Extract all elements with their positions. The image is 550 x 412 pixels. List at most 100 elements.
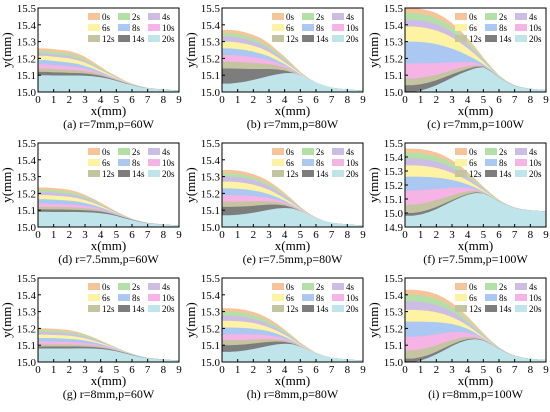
legend-label-0s: 0s bbox=[469, 147, 478, 157]
legend-label-2s: 2s bbox=[316, 147, 325, 157]
y-tick-label: 15.1 bbox=[201, 205, 220, 217]
legend-swatch-6s bbox=[272, 294, 284, 301]
legend-label-8s: 8s bbox=[316, 23, 325, 33]
legend-label-10s: 10s bbox=[162, 158, 175, 168]
legend-label-12s: 12s bbox=[286, 34, 299, 44]
legend-swatch-20s bbox=[332, 305, 344, 312]
legend-swatch-4s bbox=[332, 148, 344, 155]
y-tick-label: 14.9 bbox=[384, 222, 404, 234]
x-tick-label: 2 bbox=[67, 364, 73, 376]
legend-label-2s: 2s bbox=[132, 282, 141, 292]
plot-frame bbox=[37, 277, 180, 363]
x-tick-label: 3 bbox=[82, 364, 88, 376]
chart-panel-g: 0 1 2 3 4 5 6 7 8 9 15.0 15.1 15.2 15.3 15.4 15.5 y(mm) x… bbox=[0, 273, 182, 401]
legend-swatch-2s bbox=[118, 283, 130, 290]
legend-label-20s: 20s bbox=[346, 304, 359, 314]
legend-label-20s: 20s bbox=[346, 169, 359, 179]
legend-label-0s: 0s bbox=[102, 282, 111, 292]
y-axis-label: y(mm) bbox=[366, 32, 381, 67]
legend-swatch-0s bbox=[455, 283, 467, 290]
chart-panel-a: 0 1 2 3 4 5 6 7 8 9 15.0 15.1 15.2 15.3 15.4 15.5 y(mm) x… bbox=[0, 3, 182, 131]
y-tick-label: 15.2 bbox=[384, 53, 403, 65]
x-tick-label: 1 bbox=[418, 229, 424, 241]
legend-swatch-8s bbox=[485, 24, 497, 31]
legend-label-8s: 8s bbox=[132, 23, 141, 33]
plot-frame bbox=[37, 7, 180, 93]
legend-swatch-12s bbox=[88, 170, 100, 177]
x-tick-label: 0 bbox=[219, 364, 225, 376]
legend-swatch-10s bbox=[515, 294, 527, 301]
legend-label-8s: 8s bbox=[316, 293, 325, 303]
legend-label-10s: 10s bbox=[529, 23, 542, 33]
x-tick-label: 3 bbox=[266, 94, 272, 106]
legend-label-6s: 6s bbox=[102, 293, 111, 303]
x-tick-label: 9 bbox=[360, 94, 366, 106]
y-tick-label: 15.4 bbox=[17, 290, 37, 302]
legend-swatch-20s bbox=[148, 170, 160, 177]
x-tick-label: 9 bbox=[176, 94, 182, 106]
area-layers bbox=[222, 169, 363, 227]
x-tick-label: 4 bbox=[465, 229, 471, 241]
legend-label-4s: 4s bbox=[162, 12, 171, 22]
x-tick-label: 2 bbox=[67, 94, 73, 106]
legend-label-0s: 0s bbox=[469, 282, 478, 292]
x-tick-label: 7 bbox=[145, 94, 151, 106]
legend-swatch-6s bbox=[272, 159, 284, 166]
legend-swatch-8s bbox=[485, 159, 497, 166]
area-layers bbox=[38, 48, 179, 92]
legend-swatch-8s bbox=[118, 294, 130, 301]
x-tick-label: 5 bbox=[481, 229, 487, 241]
chart-panel-e: 0 1 2 3 4 5 6 7 8 9 15.0 15.1 15.2 15.3 15.4 15.5 y(mm) x… bbox=[183, 138, 366, 266]
legend-label-10s: 10s bbox=[529, 158, 542, 168]
x-tick-label: 3 bbox=[449, 94, 455, 106]
panel-caption: (f) r=7.5mm,p=100W bbox=[423, 252, 528, 266]
legend-swatch-2s bbox=[302, 283, 314, 290]
legend-label-8s: 8s bbox=[499, 158, 508, 168]
legend-label-20s: 20s bbox=[162, 169, 175, 179]
plot-frame bbox=[37, 142, 180, 228]
x-axis-label: x(mm) bbox=[458, 238, 493, 253]
x-tick-label: 2 bbox=[251, 364, 257, 376]
legend-swatch-0s bbox=[88, 148, 100, 155]
x-tick-label: 4 bbox=[282, 94, 288, 106]
y-tick-label: 15.1 bbox=[17, 205, 36, 217]
legend-label-6s: 6s bbox=[469, 23, 478, 33]
plot-frame bbox=[404, 7, 547, 93]
legend-swatch-6s bbox=[272, 24, 284, 31]
legend-label-10s: 10s bbox=[162, 23, 175, 33]
legend-label-20s: 20s bbox=[529, 304, 542, 314]
x-tick-label: 0 bbox=[35, 94, 41, 106]
legend-swatch-4s bbox=[332, 283, 344, 290]
legend-swatch-10s bbox=[515, 24, 527, 31]
area-series-20s bbox=[405, 192, 546, 227]
area-series-20s bbox=[38, 75, 179, 92]
y-tick-label: 15.0 bbox=[17, 357, 37, 369]
y-tick-label: 15.4 bbox=[384, 152, 404, 164]
x-tick-label: 1 bbox=[235, 229, 241, 241]
y-tick-label: 15.3 bbox=[201, 172, 221, 184]
legend-swatch-6s bbox=[455, 294, 467, 301]
legend-swatch-12s bbox=[88, 305, 100, 312]
legend-swatch-10s bbox=[148, 159, 160, 166]
x-tick-label: 7 bbox=[329, 364, 335, 376]
x-axis-label: x(mm) bbox=[91, 373, 126, 388]
x-tick-label: 6 bbox=[313, 229, 319, 241]
legend-swatch-8s bbox=[118, 159, 130, 166]
y-axis-label: y(mm) bbox=[183, 302, 198, 337]
legend-swatch-2s bbox=[485, 148, 497, 155]
x-axis-label: x(mm) bbox=[458, 103, 493, 118]
x-tick-label: 8 bbox=[161, 94, 167, 106]
y-tick-label: 15.3 bbox=[17, 307, 37, 319]
legend-swatch-20s bbox=[515, 305, 527, 312]
legend: 0s 2s 4s 6s 8s 10s 12s 14s 20s bbox=[88, 147, 175, 179]
panel-caption: (h) r=8mm,p=80W bbox=[247, 387, 339, 401]
legend-label-6s: 6s bbox=[469, 158, 478, 168]
legend-label-14s: 14s bbox=[132, 34, 145, 44]
chart-panel-d: 0 1 2 3 4 5 6 7 8 9 15.0 15.1 15.2 15.3 15.4 15.5 y(mm) x… bbox=[0, 138, 182, 266]
legend-label-0s: 0s bbox=[286, 282, 295, 292]
x-tick-label: 7 bbox=[512, 364, 518, 376]
legend-swatch-2s bbox=[302, 13, 314, 20]
y-tick-label: 15.2 bbox=[384, 323, 403, 335]
x-tick-label: 2 bbox=[251, 229, 257, 241]
x-tick-label: 9 bbox=[176, 364, 182, 376]
